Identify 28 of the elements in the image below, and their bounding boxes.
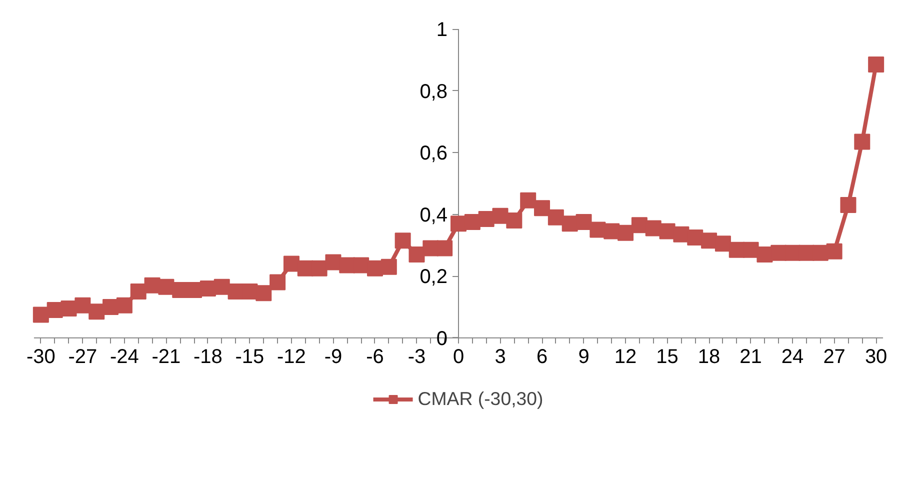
x-tick-label: 15 <box>656 346 678 368</box>
y-tick-label: 0 <box>436 328 448 350</box>
x-tick-label: 0 <box>452 346 464 368</box>
y-tick-label: 0,6 <box>420 142 448 165</box>
x-tick-label: -24 <box>110 346 139 368</box>
y-tick-label: 1 <box>436 19 448 42</box>
x-tick-label: 9 <box>578 346 590 368</box>
x-tick-label: -12 <box>277 346 306 368</box>
y-tick-label: 0,8 <box>420 80 448 103</box>
x-tick-label: -15 <box>235 346 264 368</box>
legend-label: CMAR (-30,30) <box>418 388 544 410</box>
x-tick-label: -30 <box>26 346 56 368</box>
x-tick-label: 21 <box>740 346 762 368</box>
x-tick-label: 6 <box>536 346 548 368</box>
x-tick-label: 24 <box>781 346 804 368</box>
x-tick-label: 30 <box>864 346 888 368</box>
x-tick-label: 18 <box>698 346 720 368</box>
x-tick-label: -18 <box>194 346 222 368</box>
x-tick-label: 3 <box>494 346 506 368</box>
y-tick-label: 0,2 <box>420 266 448 288</box>
x-tick-label: 27 <box>823 346 846 368</box>
x-tick-label: -27 <box>68 346 98 368</box>
x-tick-label: -6 <box>366 346 384 368</box>
x-tick-label: -3 <box>408 346 426 368</box>
y-tick-label: 0,4 <box>420 204 448 226</box>
x-tick-label: 12 <box>614 346 637 368</box>
x-tick-label: -21 <box>152 346 181 368</box>
x-tick-label: -9 <box>324 346 342 368</box>
